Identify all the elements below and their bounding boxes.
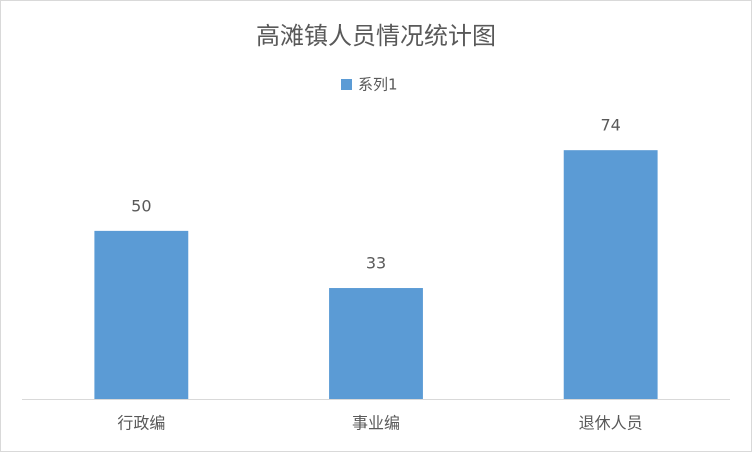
bar: [563, 150, 658, 399]
chart-title: 高滩镇人员情况统计图: [256, 22, 496, 50]
data-label: 33: [366, 254, 386, 273]
bar: [94, 230, 189, 399]
x-tick-label: 事业编: [352, 414, 400, 433]
bar: [329, 288, 423, 399]
legend-label: 系列1: [358, 76, 398, 94]
data-label: 74: [600, 116, 620, 135]
legend-swatch: [341, 79, 352, 90]
x-tick-label: 行政编: [117, 414, 165, 433]
x-tick-label: 退休人员: [579, 414, 643, 433]
data-label: 50: [131, 196, 151, 215]
